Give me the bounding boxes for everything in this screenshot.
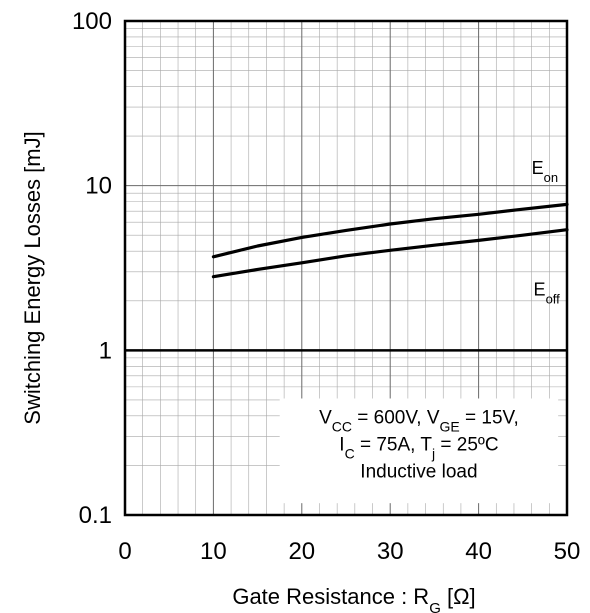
x-tick-label: 50 xyxy=(554,538,581,565)
y-tick-label: 1 xyxy=(99,337,112,364)
y-axis-title: Switching Energy Losses [mJ] xyxy=(20,131,45,424)
data-series xyxy=(211,202,569,279)
x-tick-label: 10 xyxy=(200,538,227,565)
y-tick-label: 100 xyxy=(72,8,112,35)
annotation-line-1: VCC = 600V, VGE = 15V, xyxy=(319,407,519,434)
y-tick-label: 10 xyxy=(85,173,112,200)
series-label-eon: Eon xyxy=(532,158,558,185)
x-tick-label: 0 xyxy=(118,538,131,565)
y-tick-label: 0.1 xyxy=(79,502,112,529)
y-axis-tick-labels: 0.1 1 10 100 xyxy=(72,8,112,529)
x-axis-title: Gate Resistance : RG [Ω] xyxy=(232,584,475,613)
series-labels: Eon Eoff xyxy=(532,158,561,306)
test-conditions-annotation: VCC = 600V, VGE = 15V,IC = 75A, Tj = 25º… xyxy=(279,398,559,504)
annotation-background xyxy=(279,398,559,504)
x-tick-label: 20 xyxy=(288,538,315,565)
series-label-eoff: Eoff xyxy=(534,280,561,307)
x-tick-label: 40 xyxy=(465,538,492,565)
series-line-eon xyxy=(211,202,569,259)
x-axis-tick-labels: 0 10 20 30 40 50 xyxy=(118,538,580,565)
annotation-line-3: Inductive load xyxy=(360,461,477,482)
x-tick-label: 30 xyxy=(377,538,404,565)
series-line-eoff xyxy=(211,228,569,279)
plot-frame xyxy=(123,19,569,517)
annotation-line-2: IC = 75A, Tj = 25ºC xyxy=(339,434,498,461)
